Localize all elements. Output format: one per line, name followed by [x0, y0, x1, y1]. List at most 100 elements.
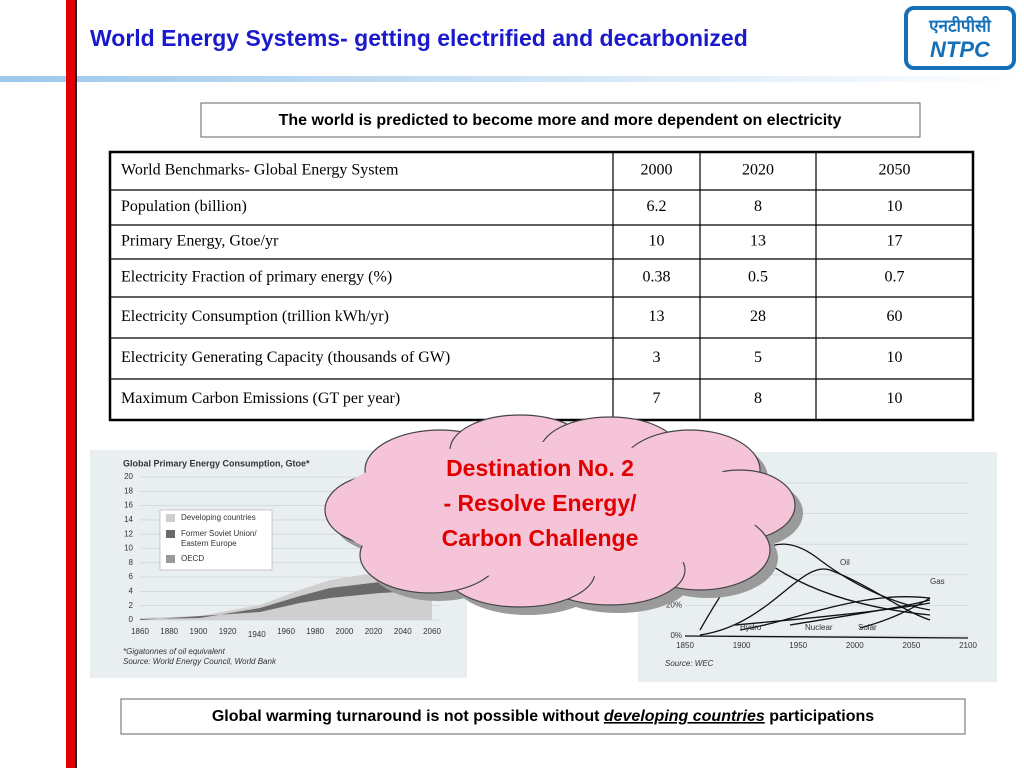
curve — [739, 596, 931, 631]
x-tick-label: 1960 — [277, 627, 295, 636]
cell-value: 17 — [887, 233, 903, 250]
cell-value: 7 — [653, 390, 661, 407]
cell-label: Electricity Consumption (trillion kWh/yr… — [121, 308, 389, 325]
y-tick-label: 20 — [124, 472, 133, 481]
curve — [789, 599, 931, 626]
y-tick-label: 0% — [670, 631, 682, 640]
cell-value: 13 — [750, 233, 766, 250]
cell-value: 0.5 — [748, 269, 768, 286]
curve-label: Nuclear — [805, 623, 833, 632]
cell-value: 2000 — [641, 162, 673, 179]
cell-label: World Benchmarks- Global Energy System — [121, 162, 399, 179]
cell-label: Electricity Generating Capacity (thousan… — [121, 349, 450, 366]
x-tick-label: 2020 — [365, 627, 383, 636]
y-tick-label: 16 — [124, 501, 133, 510]
footer-emphasis: developing countries — [604, 708, 765, 725]
figure-title: Global Primary Energy Consumption, Gtoe* — [123, 458, 310, 468]
logo: एनटीपीसी NTPC — [904, 6, 1016, 70]
header-rule — [0, 76, 1024, 82]
x-tick-label: 1880 — [160, 627, 178, 636]
curve-label: Hydro — [740, 623, 762, 632]
cell-value: 3 — [653, 349, 661, 366]
y-tick-label: 10 — [124, 544, 133, 553]
cell-label: Primary Energy, Gtoe/yr — [121, 233, 279, 250]
curve-label: Solar — [858, 623, 877, 632]
curve — [859, 597, 931, 629]
x-tick-label: 1940 — [248, 630, 266, 639]
area-developing — [140, 555, 432, 620]
cell-value: 10 — [887, 390, 903, 407]
source: Source: World Energy Council, World Bank — [123, 657, 277, 666]
table-frame — [108, 150, 975, 422]
cell-label: Maximum Carbon Emissions (GT per year) — [121, 390, 400, 407]
y-tick-label: 12 — [124, 529, 133, 538]
logo-frame — [904, 6, 1016, 70]
footer-box — [120, 698, 966, 735]
y-tick-label: 18 — [124, 486, 133, 495]
y-tick-label: 20% — [666, 601, 682, 610]
x-tick-label: 2000 — [336, 627, 354, 636]
y-tick-label: 14 — [124, 515, 133, 524]
x-tick-label: 2000 — [846, 641, 864, 650]
subtitle: The world is predicted to become more an… — [279, 112, 842, 129]
x-tick-label: 1850 — [676, 641, 694, 650]
x-tick-label: 1950 — [789, 641, 807, 650]
callout-text: Destination No. 2 — [446, 455, 634, 481]
cell-value: 13 — [649, 308, 665, 325]
cell-value: 0.7 — [885, 269, 905, 286]
cell-value: 0.38 — [643, 269, 671, 286]
dark-bar — [75, 0, 77, 768]
cell-value: 8 — [754, 198, 762, 215]
subtitle-box — [200, 102, 921, 138]
cell-value: 28 — [750, 308, 766, 325]
y-tick-label: 8 — [129, 558, 134, 567]
curve-label: Oil — [840, 558, 850, 567]
table: World Benchmarks- Global Energy System 20… — [108, 150, 975, 422]
footer: Global warming turnaround is not possibl… — [212, 708, 874, 725]
cell-value: 2050 — [879, 162, 911, 179]
curve — [699, 568, 931, 636]
y-tick-label: 6 — [129, 572, 134, 581]
source: Source: WEC — [665, 659, 714, 668]
footnote: *Gigatonnes of oil equivalent — [123, 647, 226, 656]
cell-value: 8 — [754, 390, 762, 407]
legend-label: Developing countries — [181, 513, 256, 522]
y-tick-label: 2 — [129, 601, 134, 610]
curve — [684, 635, 969, 639]
red-bar — [66, 0, 75, 768]
y-tick-label: 0 — [129, 615, 134, 624]
x-tick-label: 1900 — [733, 641, 751, 650]
logo-name: NTPC — [930, 37, 991, 62]
cloud-core — [330, 442, 760, 578]
x-tick-label: 2060 — [423, 627, 441, 636]
footer-text: participations — [765, 708, 874, 725]
cell-value: 10 — [887, 198, 903, 215]
legend-label: Eastern Europe — [181, 539, 237, 548]
x-tick-label: 1920 — [219, 627, 237, 636]
x-tick-label: 2100 — [959, 641, 977, 650]
legend-box — [159, 509, 273, 571]
cell-value: 2020 — [742, 162, 774, 179]
legend-label: Former Soviet Union/ — [181, 529, 257, 538]
x-tick-label: 2050 — [903, 641, 921, 650]
callout-text: - Resolve Energy/ — [443, 490, 637, 516]
legend-swatch — [166, 530, 175, 538]
callout-cloud: Destination No. 2 - Resolve Energy/Carbon… — [324, 414, 803, 615]
x-tick-label: 1860 — [131, 627, 149, 636]
cell-label: Population (billion) — [121, 198, 247, 215]
legend-swatch — [166, 555, 175, 563]
x-tick-label: 1900 — [190, 627, 208, 636]
slide-title: World Energy Systems- getting electrifie… — [90, 25, 748, 51]
cell-value: 5 — [754, 349, 762, 366]
cell-value: 60 — [887, 308, 903, 325]
logo-script: एनटीपीसी — [928, 15, 991, 35]
curve — [734, 602, 931, 626]
legend-label: OECD — [181, 554, 204, 563]
area-fsu — [140, 575, 432, 620]
y-tick-label: 4 — [129, 587, 134, 596]
callout-text: Carbon Challenge — [442, 525, 639, 551]
cell-label: Electricity Fraction of primary energy (… — [121, 269, 392, 286]
x-tick-label: 1980 — [306, 627, 324, 636]
cell-value: 10 — [649, 233, 665, 250]
